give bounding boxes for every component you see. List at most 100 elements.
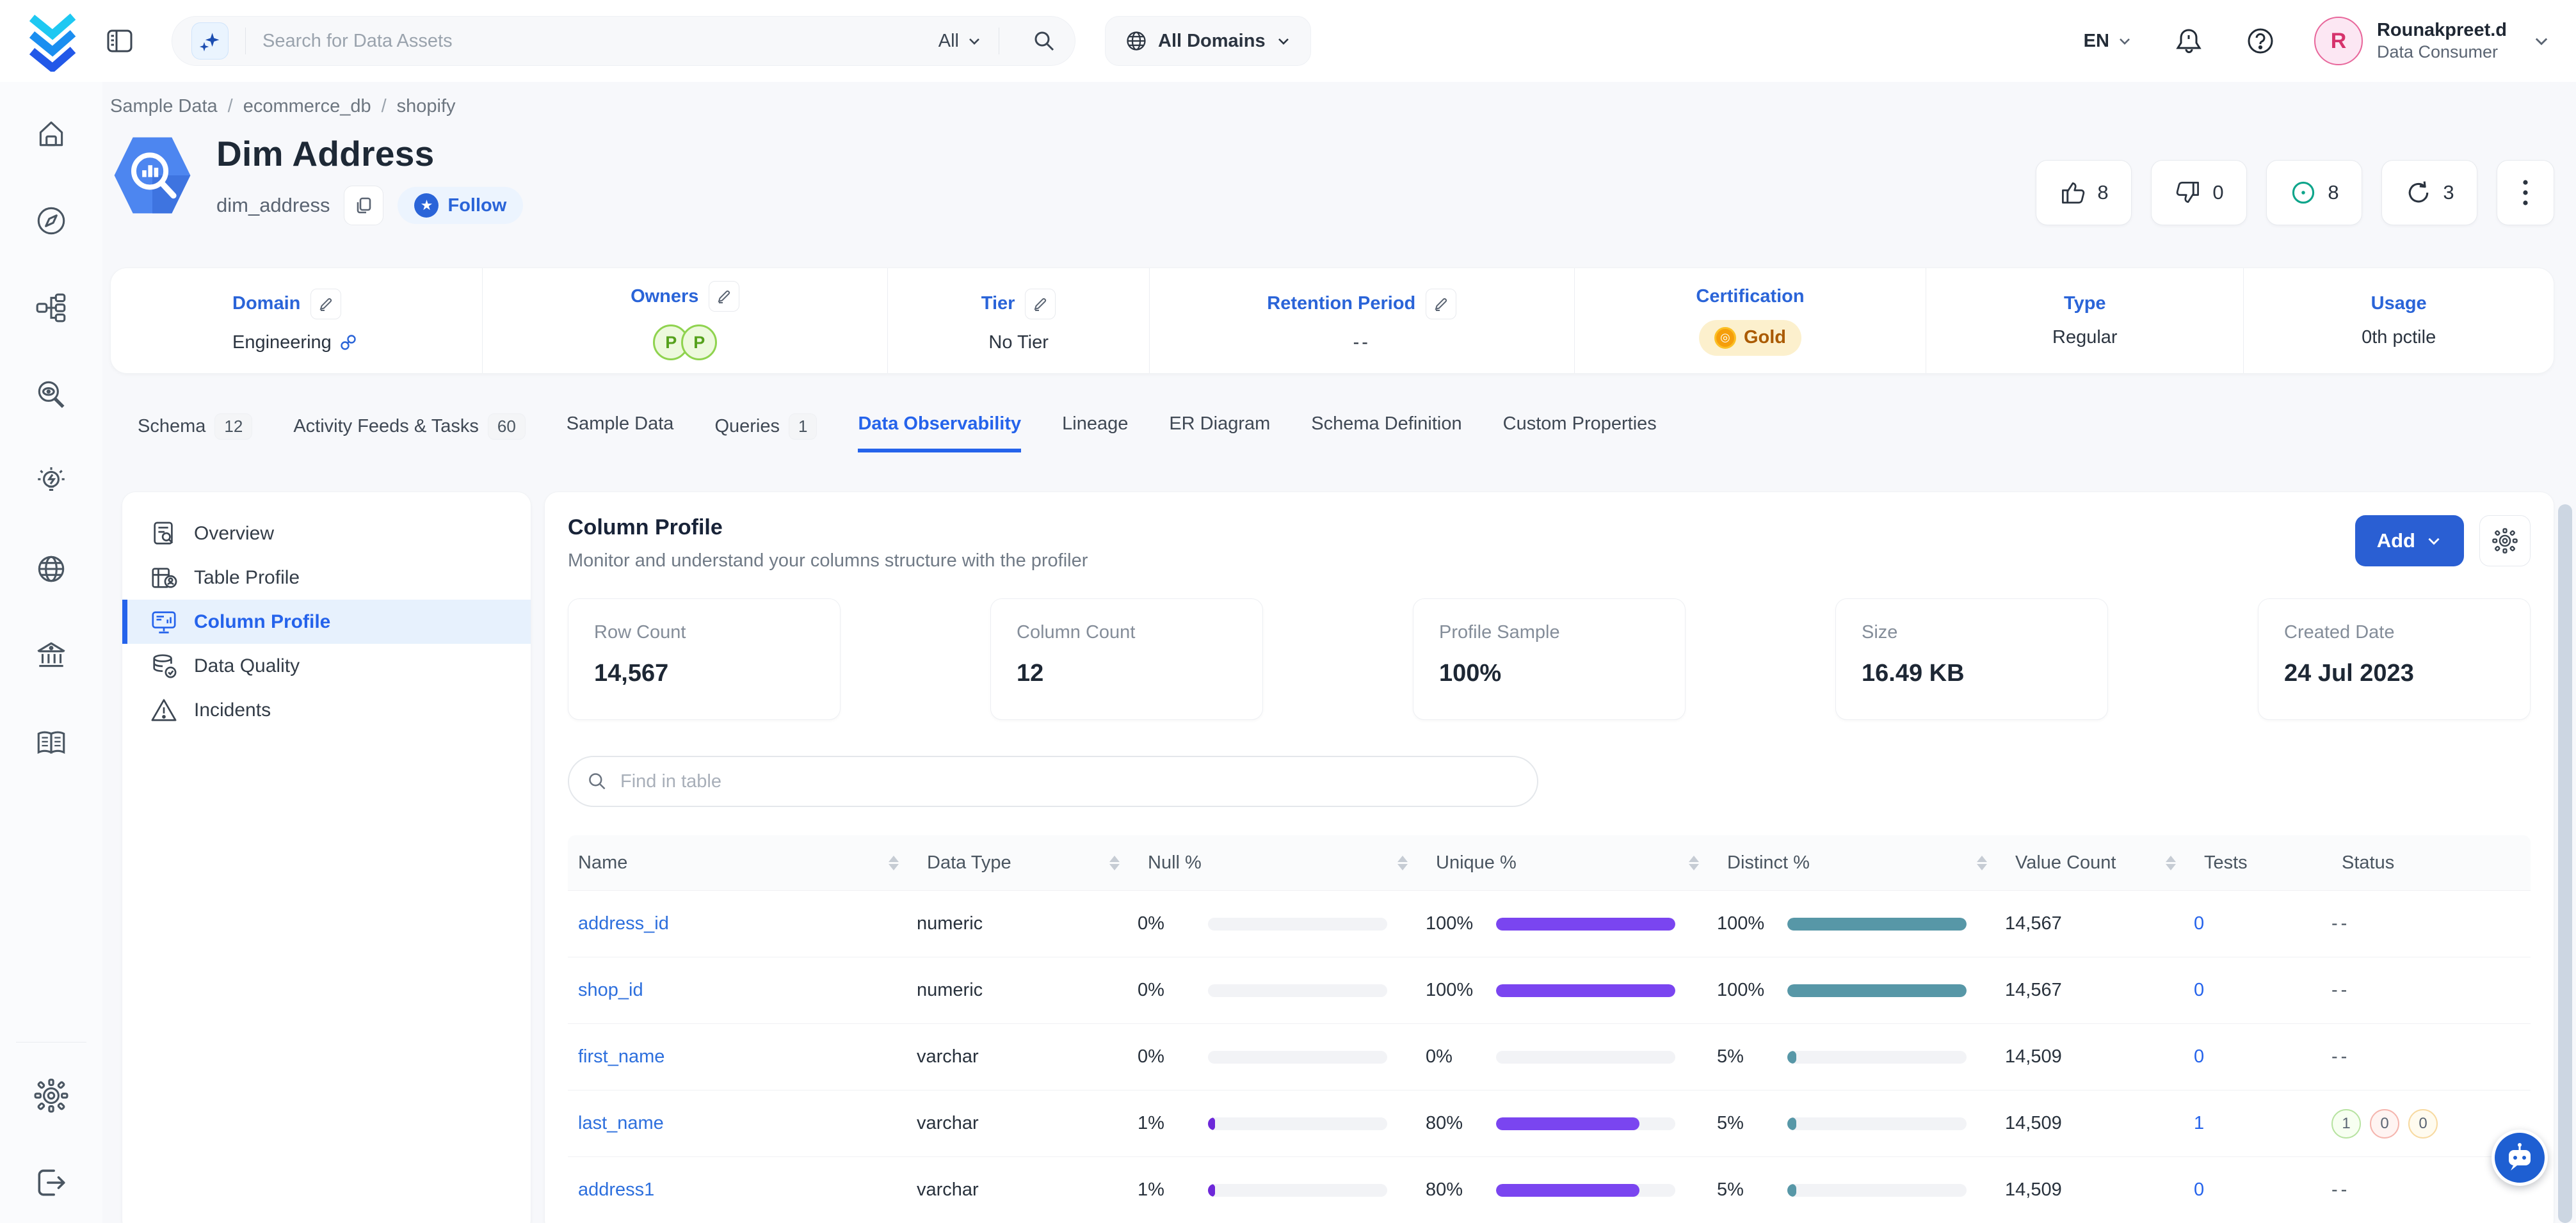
- language-value: EN: [2083, 30, 2109, 51]
- tests-link[interactable]: 0: [2194, 1179, 2205, 1200]
- openmetadata-logo-icon[interactable]: [26, 10, 79, 72]
- edit-owners-icon[interactable]: [709, 281, 740, 312]
- version-button[interactable]: 3: [2381, 160, 2477, 225]
- downvote-button[interactable]: 0: [2151, 160, 2247, 225]
- settings-gear-icon[interactable]: [34, 1078, 68, 1113]
- sort-icon[interactable]: [889, 855, 899, 870]
- user-menu-chevron-icon[interactable]: [2532, 32, 2550, 50]
- tab-custom-properties[interactable]: Custom Properties: [1503, 413, 1657, 449]
- sidebar-item-label: Overview: [194, 522, 275, 544]
- col-label: Value Count: [2015, 852, 2116, 873]
- tab-schema[interactable]: Schema 12: [138, 413, 253, 454]
- add-button[interactable]: Add: [2355, 515, 2464, 566]
- search-placeholder[interactable]: Search for Data Assets: [262, 30, 453, 51]
- col-header-value-count[interactable]: Value Count: [2005, 835, 2194, 890]
- nav-glossary-book-icon[interactable]: [34, 726, 68, 760]
- tests-link[interactable]: 0: [2194, 913, 2205, 934]
- col-header-distinct-pct[interactable]: Distinct %: [1717, 835, 2005, 890]
- tests-link[interactable]: 0: [2194, 980, 2205, 1000]
- edit-tier-icon[interactable]: [1025, 288, 1056, 319]
- breadcrumb-item-database[interactable]: ecommerce_db: [243, 96, 371, 116]
- col-header-tests: Tests: [2194, 835, 2331, 890]
- nav-home-icon[interactable]: [34, 116, 68, 151]
- edit-retention-icon[interactable]: [1426, 288, 1457, 319]
- sidebar-item-incidents[interactable]: Incidents: [122, 688, 531, 732]
- sidebar-item-data-quality[interactable]: Data Quality: [122, 644, 531, 688]
- global-search-bar[interactable]: Search for Data Assets All: [172, 16, 1075, 66]
- sidebar-item-column-profile[interactable]: Column Profile: [122, 600, 531, 644]
- sort-icon[interactable]: [1689, 855, 1699, 870]
- nav-alerts-bulb-icon[interactable]: [34, 465, 68, 499]
- watch-button[interactable]: 8: [2266, 160, 2362, 225]
- sort-icon[interactable]: [1397, 855, 1408, 870]
- domain-value[interactable]: Engineering: [232, 332, 332, 353]
- breadcrumb-item-schema[interactable]: shopify: [396, 96, 456, 116]
- tab-queries[interactable]: Queries 1: [714, 413, 817, 454]
- owner-avatar[interactable]: P: [681, 324, 718, 360]
- ai-sparkle-icon[interactable]: [191, 22, 229, 60]
- table-profile-icon: [150, 564, 177, 591]
- language-dropdown[interactable]: EN: [2084, 31, 2132, 52]
- sort-icon[interactable]: [1977, 855, 1987, 870]
- col-label: Null %: [1148, 852, 1202, 873]
- certification-label: Certification: [1696, 285, 1805, 307]
- col-header-data-type[interactable]: Data Type: [917, 835, 1138, 890]
- user-avatar[interactable]: R: [2314, 17, 2363, 65]
- help-icon[interactable]: [2245, 26, 2276, 56]
- nav-insights-icon[interactable]: [34, 378, 68, 412]
- logout-icon[interactable]: [34, 1165, 68, 1200]
- tab-activity-feeds[interactable]: Activity Feeds & Tasks 60: [293, 413, 526, 454]
- nav-lineage-icon[interactable]: [34, 291, 68, 325]
- col-header-name[interactable]: Name: [568, 835, 917, 890]
- breadcrumb-item-service[interactable]: Sample Data: [110, 96, 218, 116]
- find-in-table[interactable]: [568, 756, 1538, 807]
- profiler-settings-button[interactable]: [2479, 515, 2531, 566]
- chat-assistant-button[interactable]: [2491, 1130, 2548, 1186]
- summary-label: Profile Sample: [1439, 622, 1560, 643]
- tab-sample-data[interactable]: Sample Data: [567, 413, 674, 449]
- tab-schema-definition[interactable]: Schema Definition: [1311, 413, 1461, 449]
- sidebar-toggle-icon[interactable]: [105, 26, 134, 56]
- edit-domain-icon[interactable]: [310, 288, 342, 319]
- tests-link[interactable]: 0: [2194, 1046, 2205, 1067]
- column-name-link[interactable]: shop_id: [578, 980, 643, 1000]
- tab-label: Schema: [138, 416, 206, 436]
- tab-data-observability[interactable]: Data Observability: [858, 413, 1022, 452]
- follow-button[interactable]: ★ Follow: [398, 187, 524, 224]
- page-scrollbar[interactable]: [2558, 504, 2572, 1223]
- col-header-unique-pct[interactable]: Unique %: [1426, 835, 1717, 890]
- user-block[interactable]: Rounakpreet.d Data Consumer: [2377, 19, 2507, 63]
- medal-icon: ◎: [1714, 326, 1736, 349]
- sort-icon[interactable]: [2166, 855, 2176, 870]
- usage-label: Usage: [2371, 293, 2427, 314]
- column-name-link[interactable]: last_name: [578, 1113, 664, 1133]
- tests-link[interactable]: 1: [2194, 1113, 2205, 1133]
- column-name-link[interactable]: address1: [578, 1179, 655, 1200]
- entity-actions: 8 0 8 3: [2036, 160, 2554, 225]
- distinct-pct-bar: [1787, 1117, 1967, 1130]
- search-scope-dropdown[interactable]: All: [938, 31, 982, 52]
- domains-dropdown[interactable]: All Domains: [1105, 16, 1311, 66]
- sort-icon[interactable]: [1109, 855, 1120, 870]
- copy-icon[interactable]: [344, 186, 384, 225]
- upvote-button[interactable]: 8: [2036, 160, 2132, 225]
- column-name-link[interactable]: first_name: [578, 1046, 665, 1067]
- nav-domains-globe-icon[interactable]: [34, 552, 68, 586]
- chevron-down-icon: [1278, 38, 1289, 45]
- bigquery-table-icon: [110, 133, 195, 218]
- sidebar-item-overview[interactable]: Overview: [122, 511, 531, 556]
- sidebar-item-table-profile[interactable]: Table Profile: [122, 556, 531, 600]
- column-name-link[interactable]: address_id: [578, 913, 669, 934]
- nav-govern-bank-icon[interactable]: [34, 639, 68, 673]
- search-icon[interactable]: [1033, 29, 1056, 52]
- summary-card-column-count: Column Count 12: [990, 598, 1263, 720]
- nav-explore-compass-icon[interactable]: [34, 204, 68, 238]
- tab-lineage[interactable]: Lineage: [1062, 413, 1128, 449]
- notifications-bell-icon[interactable]: [2173, 26, 2204, 56]
- owner-avatars[interactable]: P P: [653, 324, 718, 360]
- find-in-table-input[interactable]: [620, 771, 1519, 792]
- col-label: Tests: [2204, 852, 2248, 873]
- tab-er-diagram[interactable]: ER Diagram: [1169, 413, 1270, 449]
- col-header-null-pct[interactable]: Null %: [1138, 835, 1426, 890]
- more-options-button[interactable]: [2497, 160, 2554, 225]
